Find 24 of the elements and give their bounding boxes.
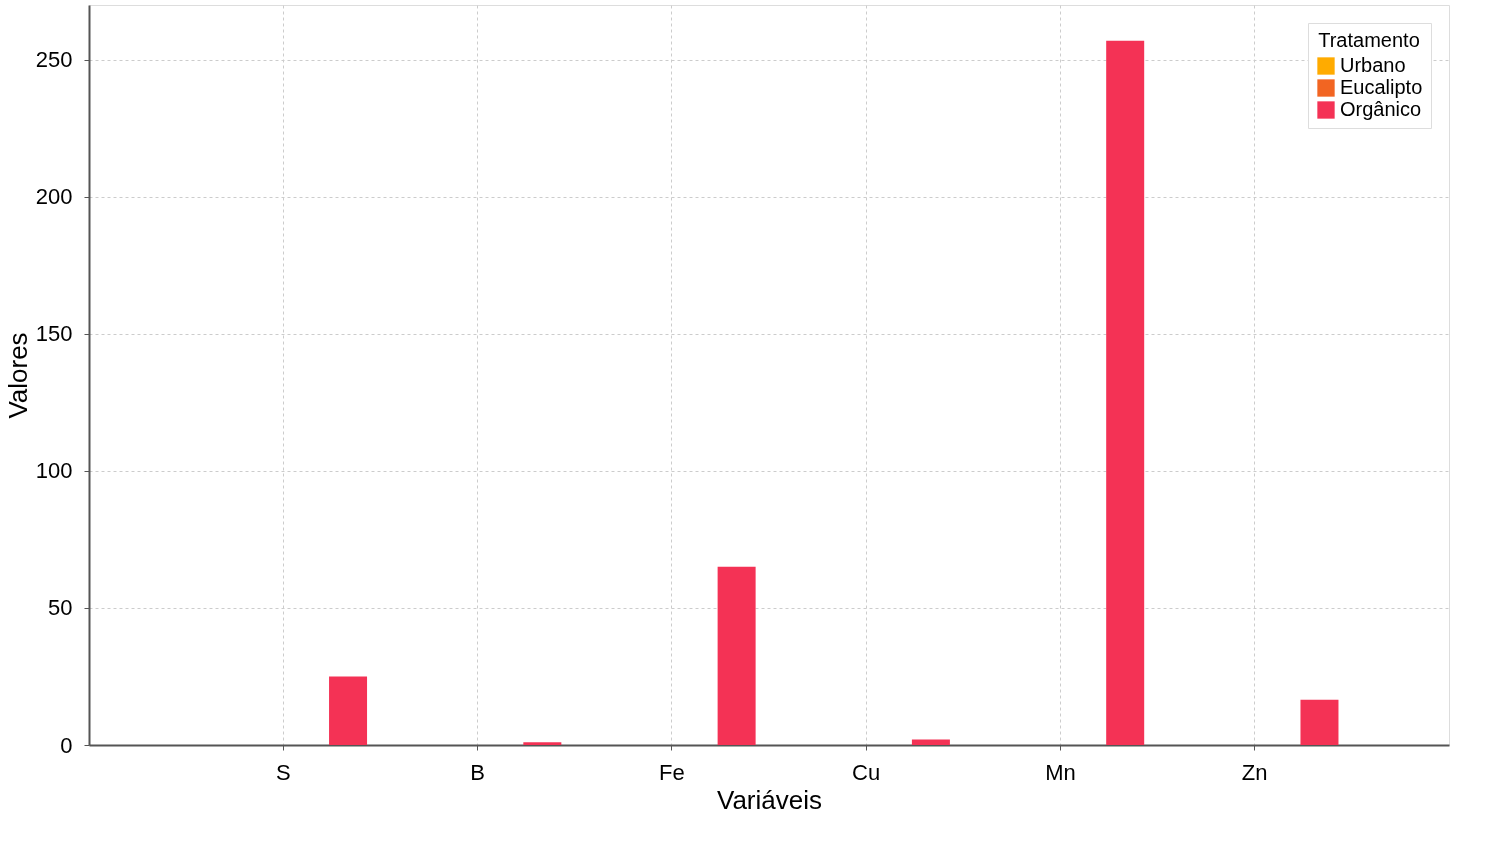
x-tick-label: S	[275, 759, 291, 785]
x-tick-label: Mn	[1045, 759, 1076, 785]
bar	[523, 742, 562, 745]
y-tick-label: 250	[35, 47, 73, 73]
legend-label: Urbano	[1340, 54, 1406, 76]
bar	[717, 566, 756, 745]
x-tick-label: Fe	[659, 759, 685, 785]
y-axis-title: Valores	[2, 332, 33, 419]
y-tick-label: 50	[48, 595, 73, 621]
y-tick-label: 200	[35, 184, 73, 210]
bar	[1300, 699, 1339, 745]
y-tick-label: 150	[35, 321, 73, 347]
x-axis-title: Variáveis	[716, 784, 823, 815]
legend-label: Orgânico	[1340, 98, 1422, 120]
x-tick-label: B	[470, 759, 485, 785]
x-tick-label: Cu	[852, 759, 881, 785]
bar	[329, 676, 368, 745]
bar	[911, 739, 950, 745]
legend-label: Eucalipto	[1340, 76, 1423, 98]
y-tick-label: 100	[35, 458, 73, 484]
y-tick-label: 0	[60, 732, 73, 758]
legend-title: Tratamento	[1318, 29, 1420, 51]
bar	[1106, 40, 1145, 745]
x-tick-label: Zn	[1241, 759, 1268, 785]
